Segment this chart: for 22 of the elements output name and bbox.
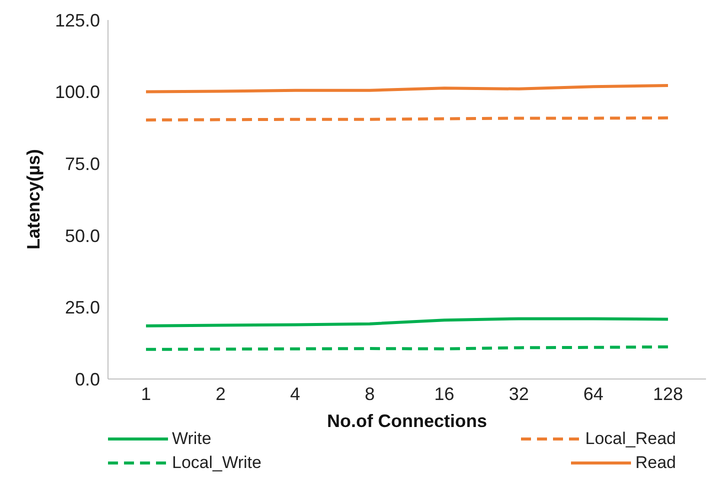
x-tick-label: 8 <box>364 384 375 404</box>
x-tick-label: 1 <box>140 384 152 404</box>
legend-label: Local_Write <box>172 453 262 473</box>
x-tick-label: 128 <box>652 384 684 404</box>
y-tick-label: 50.0 <box>64 226 100 246</box>
x-tick-label: 64 <box>583 384 604 404</box>
y-tick-label: 25.0 <box>64 298 100 318</box>
x-tick-label: 16 <box>434 384 454 404</box>
x-axis-title: No.of Connections <box>327 411 487 431</box>
legend-label: Read <box>635 453 676 473</box>
y-tick-label: 75.0 <box>64 154 100 174</box>
x-tick-label: 32 <box>508 384 529 404</box>
y-axis-title: Latency(µs) <box>23 149 44 250</box>
y-tick-label: 0.0 <box>74 369 100 390</box>
legend-label: Local_Read <box>585 429 676 449</box>
line-series <box>144 84 670 94</box>
legend-label: Write <box>172 429 212 449</box>
y-tick-label: 100.0 <box>54 82 100 102</box>
x-tick-label: 4 <box>290 384 300 404</box>
line-series <box>144 317 670 328</box>
y-tick-label: 125.0 <box>54 10 100 30</box>
x-tick-label: 2 <box>216 384 226 404</box>
